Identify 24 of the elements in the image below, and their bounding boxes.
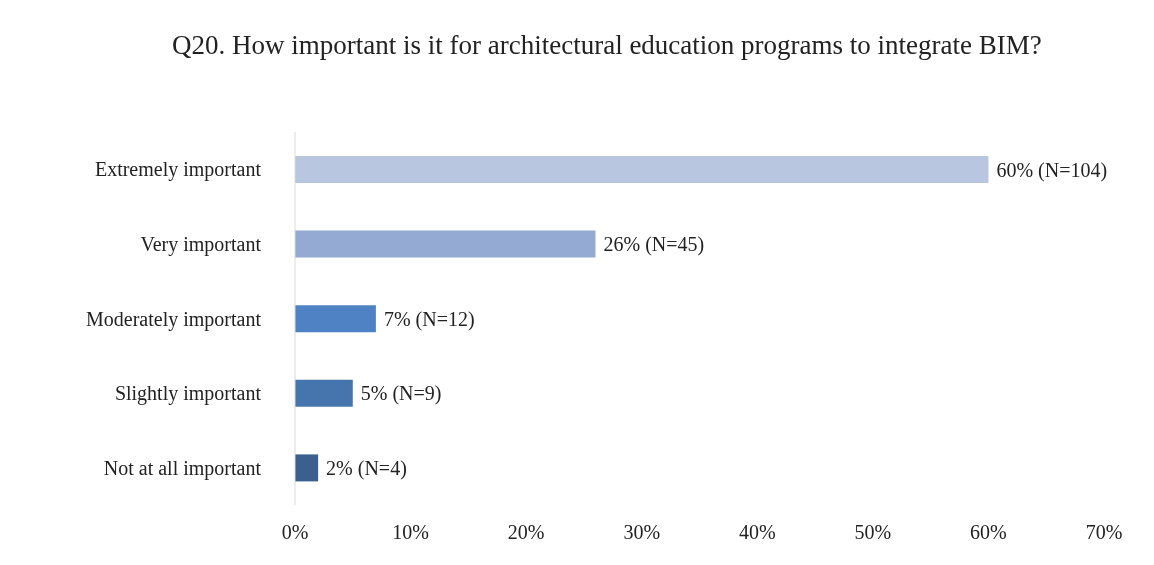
y-tick-label: Extremely important — [94, 158, 262, 182]
y-tick-label: Slightly important — [114, 382, 262, 406]
chart-title: Q20. How important is it for architectural education programs to integrate BIM? — [172, 29, 1043, 62]
data-label: 7% (N=12) — [383, 307, 475, 331]
y-tick-label: Not at all important — [103, 456, 262, 480]
x-tick-label: 70% — [1085, 521, 1123, 544]
x-tick-label: 30% — [623, 521, 661, 544]
y-tick-label: Very important — [140, 233, 262, 256]
data-label: 26% (N=45) — [603, 233, 705, 257]
bar — [295, 305, 376, 333]
x-tick-label: 0% — [281, 521, 309, 544]
bar — [295, 454, 319, 482]
data-label: 2% (N=4) — [326, 457, 407, 480]
bar — [295, 379, 353, 407]
x-tick-label: 20% — [507, 521, 545, 544]
x-tick-label: 40% — [738, 521, 776, 544]
x-tick-label: 60% — [970, 521, 1007, 544]
x-tick-label: 50% — [854, 521, 892, 544]
data-label: 5% (N=9) — [360, 382, 442, 406]
bar — [295, 230, 596, 258]
x-tick-label: 10% — [392, 521, 429, 544]
bar — [295, 156, 989, 183]
y-tick-label: Moderately important — [86, 307, 262, 331]
data-label: 60% (N=104) — [996, 158, 1108, 182]
